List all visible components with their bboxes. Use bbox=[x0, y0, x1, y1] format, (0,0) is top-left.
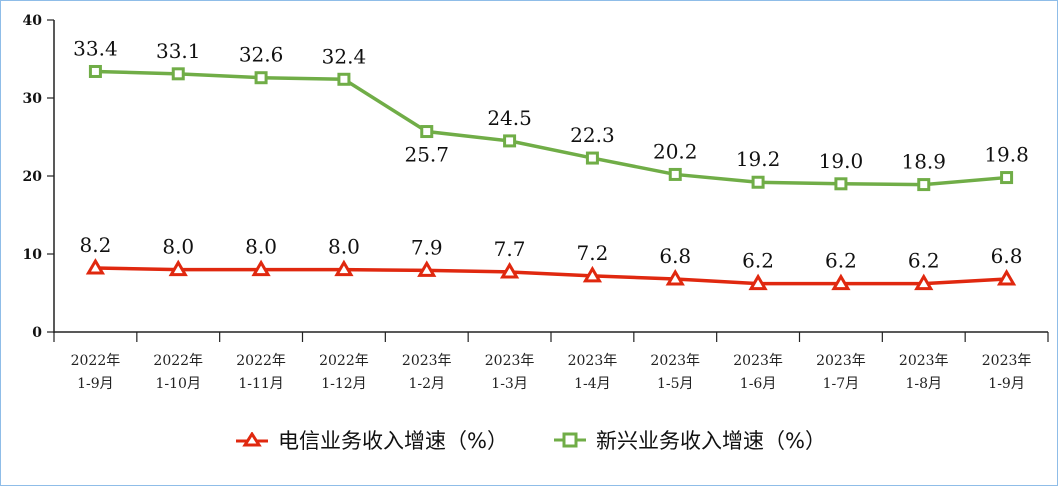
data-point-triangle bbox=[582, 265, 603, 283]
data-label: 8.0 bbox=[162, 235, 194, 259]
x-tick-label: 2023年 bbox=[816, 353, 866, 369]
data-point-square bbox=[834, 177, 848, 191]
data-label: 19.2 bbox=[736, 147, 781, 171]
x-tick-label: 2022年 bbox=[153, 353, 203, 369]
y-tick-label: 40 bbox=[23, 13, 43, 29]
data-label: 8.2 bbox=[80, 233, 112, 257]
data-point-square bbox=[751, 175, 765, 189]
data-point-triangle bbox=[417, 260, 437, 277]
y-tick-label: 20 bbox=[23, 169, 43, 185]
series-line bbox=[95, 266, 1007, 286]
data-point-triangle bbox=[334, 259, 354, 277]
data-point-triangle bbox=[251, 259, 271, 277]
data-point-square bbox=[503, 134, 517, 148]
x-tick-label: 2023年 bbox=[982, 353, 1032, 369]
legend-item-emerging: 新兴业务收入增速（%） bbox=[552, 425, 826, 455]
data-point-square bbox=[668, 167, 682, 181]
data-label: 19.0 bbox=[819, 149, 864, 173]
data-label: 8.0 bbox=[328, 235, 360, 259]
x-tick-label: 2023年 bbox=[650, 353, 700, 369]
data-label: 7.2 bbox=[577, 241, 609, 265]
x-tick-label: 1-6月 bbox=[740, 376, 777, 392]
data-point-square bbox=[337, 72, 351, 86]
x-tick-label: 1-4月 bbox=[574, 376, 611, 392]
x-tick-label: 2023年 bbox=[485, 353, 535, 369]
data-label: 24.5 bbox=[487, 106, 532, 130]
data-label: 8.0 bbox=[245, 235, 277, 259]
x-tick-label: 1-3月 bbox=[491, 376, 528, 392]
data-point-triangle bbox=[499, 261, 520, 279]
x-tick-label: 2023年 bbox=[402, 353, 452, 369]
data-label: 6.2 bbox=[742, 249, 774, 273]
x-tick-label: 2023年 bbox=[568, 353, 618, 369]
x-tick-label: 1-9月 bbox=[988, 376, 1025, 392]
data-point-triangle bbox=[914, 273, 934, 291]
data-point-square bbox=[917, 178, 931, 192]
x-tick-label: 2023年 bbox=[899, 353, 949, 369]
data-point-triangle bbox=[168, 259, 188, 277]
data-label: 33.4 bbox=[73, 36, 118, 60]
data-point-triangle bbox=[748, 273, 768, 291]
data-label: 6.2 bbox=[825, 249, 857, 273]
x-tick-label: 1-5月 bbox=[657, 376, 694, 392]
data-label: 20.2 bbox=[653, 139, 698, 163]
data-label: 25.7 bbox=[404, 143, 449, 167]
legend: 电信业务收入增速（%） 新兴业务收入增速（%） bbox=[1, 425, 1057, 455]
y-tick-label: 0 bbox=[32, 325, 42, 341]
x-tick-label: 2022年 bbox=[319, 353, 369, 369]
data-label: 6.2 bbox=[908, 249, 940, 273]
plot-area: 0 10 20 30 40 2022年 1-9月 2022年 1-10月 2022年 1-11月 20… bbox=[23, 13, 1049, 392]
data-point-triangle bbox=[831, 273, 851, 291]
data-point-triangle bbox=[665, 268, 685, 286]
data-label: 19.8 bbox=[984, 143, 1029, 167]
data-label: 32.6 bbox=[239, 43, 284, 67]
data-label: 6.8 bbox=[991, 244, 1023, 268]
square-marker-icon bbox=[554, 432, 586, 448]
data-point-triangle bbox=[85, 258, 106, 275]
data-point-square bbox=[585, 151, 599, 165]
data-point-square bbox=[1000, 171, 1014, 185]
data-point-square bbox=[171, 67, 185, 81]
legend-label: 新兴业务收入增速（%） bbox=[596, 429, 826, 453]
legend-item-telecom: 电信业务收入增速（%） bbox=[234, 425, 508, 455]
x-tick-label: 1-10月 bbox=[156, 376, 201, 392]
x-tick-label: 1-12月 bbox=[321, 376, 366, 392]
x-tick-label: 2022年 bbox=[236, 353, 286, 369]
y-tick-label: 30 bbox=[23, 91, 43, 107]
y-tick-label: 10 bbox=[23, 247, 43, 263]
x-tick-label: 1-8月 bbox=[905, 376, 942, 392]
x-tick-label: 2023年 bbox=[733, 353, 783, 369]
series-line bbox=[95, 69, 1007, 187]
triangle-marker-icon bbox=[236, 432, 269, 447]
x-tick-label: 2022年 bbox=[71, 353, 121, 369]
x-tick-label: 1-11月 bbox=[238, 376, 283, 392]
x-tick-label: 1-2月 bbox=[408, 376, 445, 392]
data-label: 7.9 bbox=[411, 235, 443, 259]
data-label: 22.3 bbox=[570, 123, 615, 147]
data-point-square bbox=[254, 71, 268, 85]
data-label: 32.4 bbox=[322, 44, 367, 68]
data-label: 33.1 bbox=[156, 39, 201, 63]
data-label: 7.7 bbox=[494, 237, 526, 261]
data-label: 18.9 bbox=[901, 150, 946, 174]
legend-label: 电信业务收入增速（%） bbox=[278, 429, 508, 453]
data-label: 6.8 bbox=[659, 244, 691, 268]
x-tick-label: 1-7月 bbox=[823, 376, 860, 392]
data-point-triangle bbox=[996, 268, 1017, 286]
x-tick-label: 1-9月 bbox=[77, 376, 114, 392]
data-point-square bbox=[420, 125, 434, 139]
data-point-square bbox=[88, 64, 102, 78]
